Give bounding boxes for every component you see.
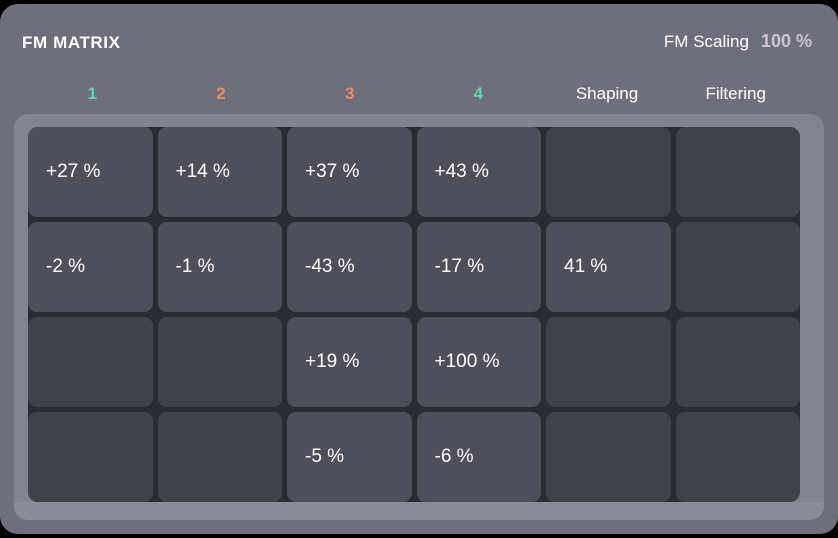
- matrix-cell-r3-c4[interactable]: +100 %: [416, 317, 541, 407]
- fm-scaling-value[interactable]: 100 %: [760, 31, 812, 51]
- matrix-cell-r1-c5[interactable]: [546, 127, 671, 217]
- fm-matrix-panel: FM MATRIX FM Scaling 100 % 1 2 3 4 Shaping Fi…: [0, 4, 838, 534]
- column-header-3[interactable]: 3: [344, 84, 355, 103]
- matrix-cell-r2-c3[interactable]: -43 %: [287, 222, 412, 312]
- matrix-cell-r1-c2[interactable]: +14 %: [157, 127, 282, 217]
- column-header-filtering[interactable]: Filtering: [705, 84, 766, 103]
- column-header-1[interactable]: 1: [87, 84, 98, 103]
- column-header-2[interactable]: 2: [216, 84, 226, 103]
- matrix-cell-r2-c1[interactable]: -2 %: [28, 222, 153, 312]
- fm-scaling-label: FM Scaling: [663, 32, 749, 51]
- panel-header: FM MATRIX FM Scaling 100 %: [0, 4, 838, 66]
- matrix-cell-r3-c5[interactable]: [546, 317, 671, 407]
- fm-matrix-grid: +27 % +14 % +37 % +43 % -2 % -1 % -43 % -17 % 41…: [28, 127, 800, 502]
- matrix-cell-r2-c2[interactable]: -1 %: [157, 222, 282, 312]
- matrix-cell-r3-c3[interactable]: +19 %: [287, 317, 412, 407]
- matrix-cell-r4-c2[interactable]: [157, 412, 282, 502]
- matrix-cell-r4-c4[interactable]: -6 %: [416, 412, 541, 502]
- matrix-cell-r2-c4[interactable]: -17 %: [416, 222, 541, 312]
- matrix-cell-r3-c6[interactable]: [675, 317, 800, 407]
- matrix-cell-r3-c2[interactable]: [157, 317, 282, 407]
- matrix-cell-r4-c6[interactable]: [675, 412, 800, 502]
- matrix-cell-r4-c5[interactable]: [546, 412, 671, 502]
- matrix-cell-r1-c4[interactable]: +43 %: [416, 127, 541, 217]
- column-headers: 1 2 3 4 Shaping Filtering: [28, 80, 800, 108]
- matrix-cell-r1-c3[interactable]: +37 %: [287, 127, 412, 217]
- page-title: FM MATRIX: [22, 33, 121, 52]
- matrix-cell-r2-c5[interactable]: 41 %: [546, 222, 671, 312]
- column-header-shaping[interactable]: Shaping: [575, 84, 639, 103]
- matrix-cell-r2-c6[interactable]: [675, 222, 800, 312]
- matrix-cell-r1-c1[interactable]: +27 %: [28, 127, 153, 217]
- matrix-cell-r3-c1[interactable]: [28, 317, 153, 407]
- column-header-4[interactable]: 4: [473, 84, 484, 103]
- matrix-cell-r1-c6[interactable]: [675, 127, 800, 217]
- matrix-cell-r4-c3[interactable]: -5 %: [287, 412, 412, 502]
- fm-scaling-group[interactable]: FM Scaling 100 %: [664, 32, 812, 50]
- matrix-well-shade: [14, 502, 824, 520]
- matrix-cell-r4-c1[interactable]: [28, 412, 153, 502]
